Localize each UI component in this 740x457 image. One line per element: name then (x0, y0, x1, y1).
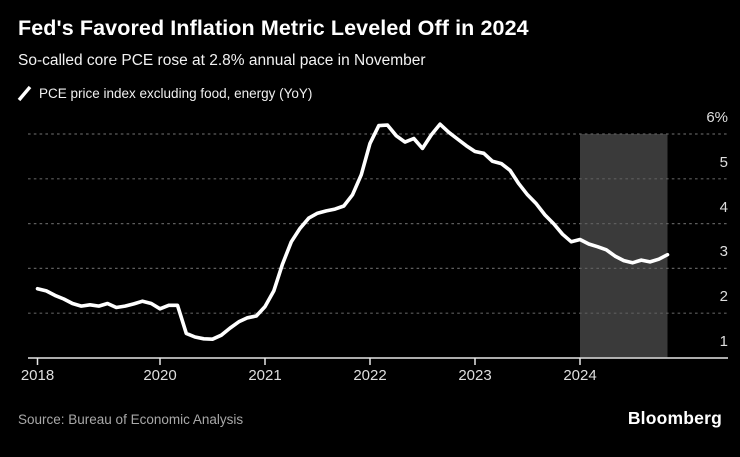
x-axis-label: 2018 (20, 367, 55, 384)
y-axis-label: 2 (719, 288, 728, 306)
bloomberg-logo: Bloomberg (627, 408, 722, 428)
source-attribution: Source: Bureau of Economic Analysis (18, 412, 244, 427)
y-axis-label: 6% (706, 109, 728, 126)
legend-series-label: PCE price index excluding food, energy (… (39, 86, 313, 101)
chart-subtitle: So-called core PCE rose at 2.8% annual p… (18, 52, 426, 69)
x-axis-label: 2024 (563, 367, 597, 384)
legend: PCE price index excluding food, energy (… (17, 85, 312, 102)
gridlines (28, 133, 728, 314)
x-axis-label: 2020 (143, 367, 177, 384)
slash-line-icon (17, 85, 32, 102)
x-axis-label: 2022 (353, 367, 387, 384)
y-axis-label: 4 (719, 198, 728, 216)
y-axis-label: 5 (719, 153, 728, 171)
x-axis-ticks (36, 358, 581, 365)
chart-title: Fed's Favored Inflation Metric Leveled O… (18, 16, 529, 40)
y-axis-label: 3 (719, 243, 728, 261)
x-axis-label: 2023 (458, 367, 492, 384)
pce-series-line (35, 122, 670, 342)
y-axis-label: 1 (719, 333, 728, 350)
x-axis-label: 2021 (248, 367, 282, 384)
